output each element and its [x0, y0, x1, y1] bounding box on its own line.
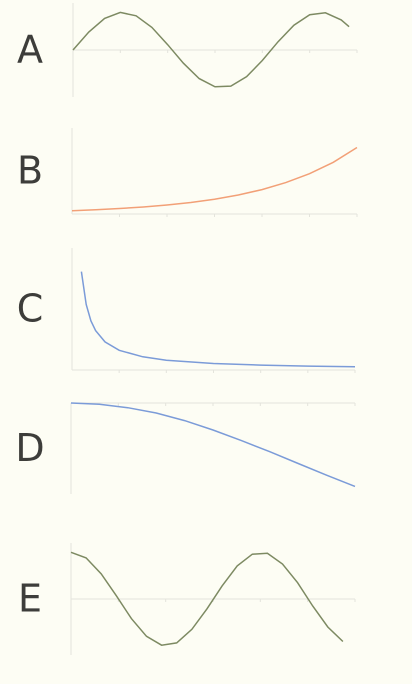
chart-label: D: [15, 426, 44, 470]
chart-label: B: [17, 149, 43, 193]
data-line: [72, 11, 350, 88]
data-line: [80, 271, 356, 368]
chart-label: A: [17, 28, 43, 72]
data-line: [71, 146, 358, 212]
data-line: [70, 551, 344, 646]
chart-label: C: [17, 287, 44, 331]
chart-label: E: [18, 577, 42, 621]
data-line: [70, 402, 356, 488]
